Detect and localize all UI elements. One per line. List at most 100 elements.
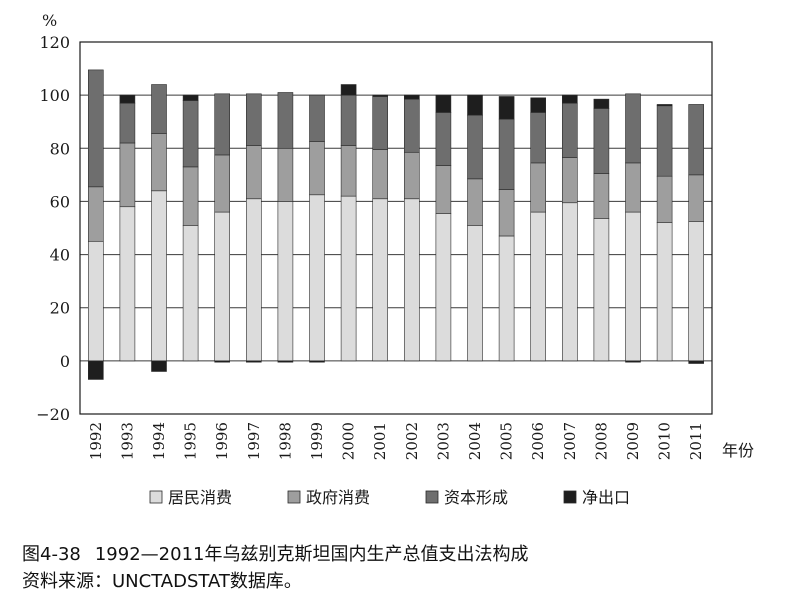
bar-segment <box>309 360 325 363</box>
bar-segment <box>88 69 104 188</box>
bar-segment <box>277 92 294 149</box>
bar-segment <box>561 202 578 362</box>
bar-segment <box>309 141 325 196</box>
bar-segment <box>688 221 705 362</box>
bar-segment <box>688 360 705 364</box>
bar-segment <box>151 190 167 362</box>
bar-segment <box>467 114 483 180</box>
x-tick-label: 2005 <box>498 422 516 460</box>
bar-segment <box>277 201 294 362</box>
bar-segment <box>151 84 167 134</box>
x-tick-label: 2009 <box>624 422 642 460</box>
bar-segment <box>277 360 294 363</box>
bar-segment <box>372 149 389 200</box>
bar-segment <box>403 151 420 200</box>
bar-segment <box>214 154 230 213</box>
bar-segment <box>246 360 262 363</box>
bar-segment <box>435 112 452 166</box>
bar-segment <box>435 165 452 214</box>
y-tick-label: 20 <box>50 299 70 318</box>
figure-title: 1992—2011年乌兹别克斯坦国内生产总值支出法构成 <box>94 544 529 565</box>
bar-segment <box>277 147 294 202</box>
bar-segment <box>119 142 136 208</box>
bar-segment <box>435 94 452 113</box>
x-tick-label: 2011 <box>687 422 705 460</box>
y-tick-label: 0 <box>60 352 70 371</box>
x-tick-label: 1996 <box>213 422 231 460</box>
bar-segment <box>561 102 578 158</box>
y-tick-label: 40 <box>50 246 70 265</box>
x-tick-label: 1993 <box>118 422 136 460</box>
bar-segment <box>656 175 673 223</box>
legend-swatch <box>425 490 439 504</box>
bar-segment <box>593 108 610 174</box>
bar-segment <box>561 157 578 204</box>
bar-segment <box>435 213 452 362</box>
x-tick-label: 1997 <box>245 422 263 460</box>
bar-segment <box>340 145 357 197</box>
bar-segment <box>403 198 420 362</box>
bar-segment <box>467 225 483 362</box>
bar-segment <box>119 94 136 104</box>
x-tick-label: 2007 <box>561 422 579 460</box>
bar-segment <box>372 94 389 97</box>
bar-segment <box>214 211 230 362</box>
gridlines <box>80 41 712 415</box>
bar-segment <box>467 178 483 226</box>
legend-swatch <box>287 490 301 504</box>
legend-label: 居民消费 <box>168 488 232 507</box>
y-tick-label: −20 <box>36 405 70 424</box>
bar-segment <box>151 133 167 192</box>
legend-item: 资本形成 <box>425 488 508 507</box>
bar-segment <box>182 100 199 168</box>
bar-segment <box>88 240 104 362</box>
bar-segment <box>688 174 705 222</box>
bar-segment <box>498 235 515 362</box>
y-tick-label: 120 <box>39 33 70 52</box>
x-tick-label: 2004 <box>466 422 484 460</box>
x-tick-label: 1994 <box>150 422 168 460</box>
bar-segment <box>593 218 610 362</box>
bar-segment <box>530 112 547 164</box>
y-axis-unit-label: % <box>42 11 57 30</box>
bar-segment <box>119 102 136 144</box>
bar-segment <box>530 97 547 113</box>
legend-swatch <box>563 490 577 504</box>
x-axis-title: 年份 <box>722 441 754 460</box>
figure-source: 资料来源：UNCTADSTAT数据库。 <box>22 571 302 592</box>
x-tick-label: 1999 <box>308 422 326 460</box>
legend-label: 资本形成 <box>444 488 508 507</box>
bar-segment <box>372 96 389 150</box>
bar-segment <box>88 186 104 242</box>
legend-label: 政府消费 <box>306 488 370 507</box>
x-tick-label: 2002 <box>403 422 421 460</box>
bar-segment <box>625 360 641 363</box>
bar-segment <box>182 225 199 362</box>
bar-segment <box>246 198 262 362</box>
x-tick-label: 1995 <box>182 422 200 460</box>
bar-segment <box>182 166 199 226</box>
bar-segment <box>246 93 262 146</box>
bar-segment <box>593 173 610 219</box>
bar-segment <box>530 211 547 362</box>
bar-segment <box>214 93 230 156</box>
bar-segment <box>372 198 389 362</box>
figure-number: 图4-38 <box>22 544 81 565</box>
legend-item: 居民消费 <box>149 488 232 507</box>
bar-segment <box>88 360 104 380</box>
bar-segment <box>340 94 357 146</box>
x-tick-label: 2010 <box>656 422 674 460</box>
bar-segment <box>467 94 483 116</box>
stacked-bar-chart: % 年份 1992 1993 1994 1995 1996 1997 1998 1999 200… <box>36 11 754 507</box>
bar-segment <box>246 145 262 200</box>
bar-segment <box>625 93 641 164</box>
bar-segment <box>625 211 641 362</box>
legend: 居民消费 政府消费 资本形成 净出口 <box>149 488 630 507</box>
figure-caption: 图4-38 1992—2011年乌兹别克斯坦国内生产总值支出法构成 <box>22 540 528 566</box>
y-tick-label: 60 <box>50 192 70 211</box>
bar-segment <box>530 162 547 213</box>
plot-frame <box>79 41 713 415</box>
x-tick-label: 1998 <box>276 422 294 460</box>
bar-segment <box>119 206 136 362</box>
bar-segment <box>656 105 673 177</box>
